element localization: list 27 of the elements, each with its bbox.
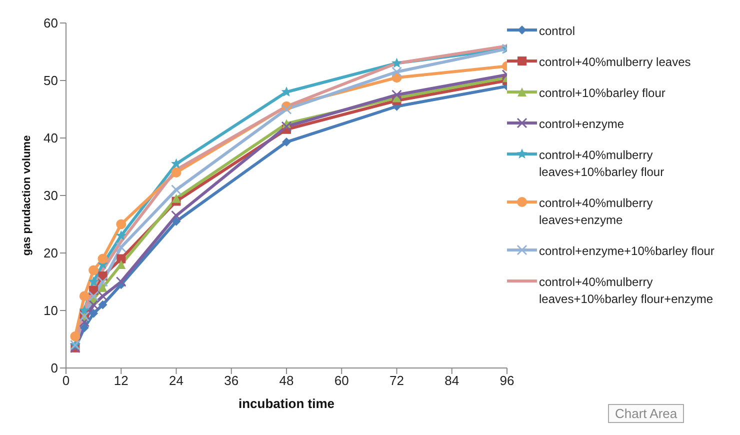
y-tick-label: 60 [44, 16, 58, 31]
legend-label: control+40%mulberry leaves+10%barley flour [539, 147, 666, 181]
legend-label: control+40%mulberry leaves+10%barley flour+enzyme [539, 274, 714, 308]
x-tick-label: 36 [224, 373, 239, 388]
x-tick-label: 96 [500, 373, 514, 388]
y-tick-label: 50 [44, 73, 58, 88]
legend-label: control+40%mulberry leaves+enzyme [539, 195, 654, 229]
x-tick-label: 48 [279, 373, 294, 388]
y-tick-label: 20 [44, 246, 58, 261]
x-tick-label: 12 [114, 373, 128, 388]
y-tick-label: 0 [50, 360, 58, 376]
legend-label: control+enzyme [539, 116, 624, 133]
x-tick-label: 24 [169, 373, 184, 388]
y-tick-label: 40 [44, 130, 58, 146]
x-tick-label: 60 [334, 373, 349, 388]
y-tick-label: 30 [44, 188, 58, 204]
legend-label: control+enzyme+10%barley flour [539, 243, 714, 260]
x-axis-title: incubation time [238, 396, 335, 411]
x-tick-label: 84 [444, 373, 460, 388]
y-axis-title: gas prudaction volume [20, 135, 33, 256]
text: Chart Area [608, 404, 684, 423]
legend-label: control [539, 23, 576, 40]
x-tick-label: 0 [62, 373, 70, 388]
x-tick-label: 72 [390, 373, 404, 388]
legend-label: control+40%mulberry leaves [539, 54, 691, 71]
legend-label: control+10%barley flour [539, 85, 666, 102]
y-tick-label: 10 [44, 303, 58, 318]
